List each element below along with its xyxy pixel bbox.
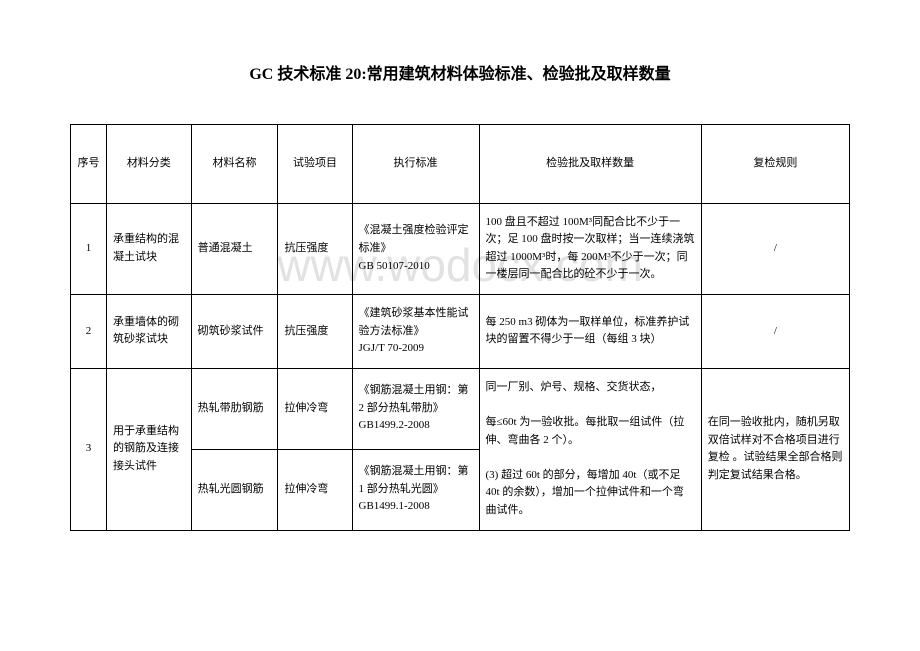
header-seq: 序号 (71, 125, 107, 204)
cell-recheck: / (701, 294, 849, 368)
cell-recheck: / (701, 203, 849, 294)
cell-test: 抗压强度 (278, 294, 352, 368)
header-recheck: 复检规则 (701, 125, 849, 204)
cell-name: 热轧光圆钢筋 (191, 449, 278, 530)
table-row: 1 承重结构的混凝土试块 普通混凝土 抗压强度 《混凝土强度检验评定标准》GB … (71, 203, 850, 294)
page-title: GC 技术标准 20:常用建筑材料体验标准、检验批及取样数量 (70, 60, 850, 84)
table-row: 2 承重墙体的砌筑砂浆试块 砌筑砂浆试件 抗压强度 《建筑砂浆基本性能试验方法标… (71, 294, 850, 368)
cell-standard: 《建筑砂浆基本性能试验方法标准》JGJ/T 70-2009 (352, 294, 479, 368)
cell-seq: 2 (71, 294, 107, 368)
cell-category: 承重墙体的砌筑砂浆试块 (106, 294, 191, 368)
cell-standard: 《钢筋混凝土用钢：第 2 部分热轧带肋》GB1499.2-2008 (352, 368, 479, 449)
materials-table: 序号 材料分类 材料名称 试验项目 执行标准 检验批及取样数量 复检规则 1 承… (70, 124, 850, 531)
cell-test: 拉伸冷弯 (278, 449, 352, 530)
table-header-row: 序号 材料分类 材料名称 试验项目 执行标准 检验批及取样数量 复检规则 (71, 125, 850, 204)
header-category: 材料分类 (106, 125, 191, 204)
cell-standard: 《混凝土强度检验评定标准》GB 50107-2010 (352, 203, 479, 294)
cell-name: 热轧带肋钢筋 (191, 368, 278, 449)
cell-category: 用于承重结构的钢筋及连接接头试件 (106, 368, 191, 530)
cell-seq: 1 (71, 203, 107, 294)
cell-category: 承重结构的混凝土试块 (106, 203, 191, 294)
document-page: GC 技术标准 20:常用建筑材料体验标准、检验批及取样数量 序号 材料分类 材… (0, 0, 920, 561)
cell-batch: 100 盘且不超过 100M³同配合比不少于一次；足 100 盘时按一次取样；当… (479, 203, 701, 294)
header-batch: 检验批及取样数量 (479, 125, 701, 204)
header-standard: 执行标准 (352, 125, 479, 204)
cell-batch: 同一厂别、炉号、规格、交货状态，每≤60t 为一验收批。每批取一组试件（拉伸、弯… (479, 368, 701, 530)
cell-seq: 3 (71, 368, 107, 530)
table-row: 3 用于承重结构的钢筋及连接接头试件 热轧带肋钢筋 拉伸冷弯 《钢筋混凝土用钢：… (71, 368, 850, 449)
cell-name: 普通混凝土 (191, 203, 278, 294)
cell-recheck: 在同一验收批内，随机另取双倍试样对不合格项目进行复检 。试验结果全部合格则判定复… (701, 368, 849, 530)
header-name: 材料名称 (191, 125, 278, 204)
cell-batch: 每 250 m3 砌体为一取样单位，标准养护试块的留置不得少于一组（每组 3 块… (479, 294, 701, 368)
cell-name: 砌筑砂浆试件 (191, 294, 278, 368)
cell-test: 抗压强度 (278, 203, 352, 294)
cell-standard: 《钢筋混凝土用钢：第 1 部分热轧光圆》GB1499.1-2008 (352, 449, 479, 530)
header-test: 试验项目 (278, 125, 352, 204)
cell-test: 拉伸冷弯 (278, 368, 352, 449)
